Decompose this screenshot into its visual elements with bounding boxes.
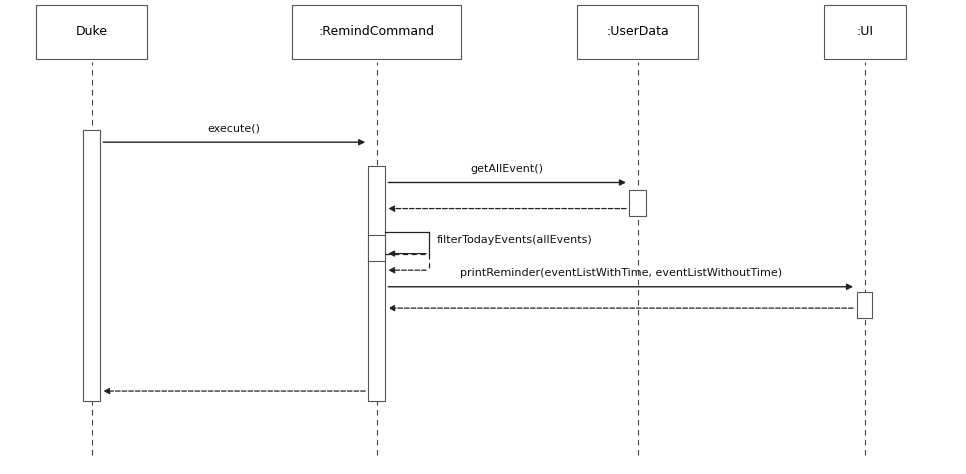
Text: Duke: Duke [75,26,108,38]
Bar [368,235,385,261]
Bar [629,190,646,216]
Bar [857,292,872,318]
Text: getAllEvent(): getAllEvent() [470,164,544,174]
Bar [368,166,385,401]
Bar [292,5,462,59]
Text: :UserData: :UserData [607,26,668,38]
Bar [83,130,100,401]
Text: :UI: :UI [856,26,873,38]
Bar [37,5,147,59]
Bar [578,5,698,59]
Text: execute(): execute() [208,124,261,134]
Text: :RemindCommand: :RemindCommand [319,26,435,38]
Text: filterTodayEvents(allEvents): filterTodayEvents(allEvents) [437,235,592,245]
Text: printReminder(eventListWithTime, eventListWithoutTime): printReminder(eventListWithTime, eventLi… [460,268,781,278]
Bar [823,5,906,59]
